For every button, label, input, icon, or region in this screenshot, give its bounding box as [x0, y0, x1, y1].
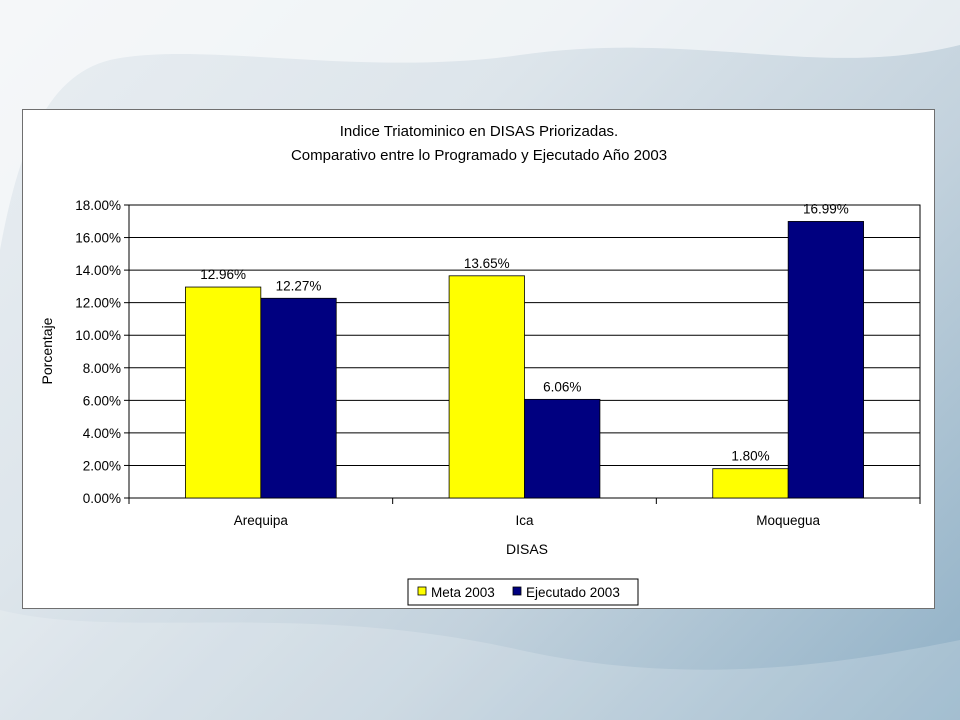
- slide-swoosh: [0, 0, 960, 250]
- chart-subtitle: Comparativo entre lo Programado y Ejecut…: [291, 147, 667, 164]
- y-tick-label: 10.00%: [75, 328, 121, 343]
- legend: Meta 2003 Ejecutado 2003: [407, 578, 639, 606]
- chart-area: Indice Triatominico en DISAS Priorizadas…: [22, 109, 935, 609]
- bar-ejecutado-arequipa: [260, 297, 337, 499]
- x-axis-title: DISAS: [506, 541, 548, 557]
- x-category-label: Moquegua: [756, 513, 820, 528]
- y-tick-label: 2.00%: [83, 458, 121, 473]
- bar-ejecutado-ica: [524, 398, 601, 499]
- data-label: 6.06%: [543, 379, 581, 394]
- y-axis-title: Porcentaje: [39, 317, 55, 384]
- x-category-label: Ica: [515, 513, 534, 528]
- data-label: 13.65%: [464, 256, 510, 271]
- y-tick-label: 18.00%: [75, 198, 121, 213]
- plot-layer: 0.00% 2.00% 4.00% 6.00% 8.00% 10.00% 12.00% 14.…: [75, 198, 921, 528]
- bar-ejecutado-moquegua: [787, 221, 864, 499]
- chart-title: Indice Triatominico en DISAS Priorizadas…: [340, 123, 618, 140]
- legend-swatch-meta: [417, 586, 427, 596]
- data-label: 12.27%: [276, 278, 322, 293]
- legend-swatch-ejecutado: [512, 586, 522, 596]
- legend-box: [407, 578, 639, 606]
- y-tick-label: 14.00%: [75, 263, 121, 278]
- y-tick-label: 8.00%: [83, 361, 121, 376]
- bar-meta-moquegua: [712, 468, 789, 499]
- bar-chart: Indice Triatominico en DISAS Priorizadas…: [39, 123, 921, 606]
- y-tick-label: 0.00%: [83, 491, 121, 506]
- y-tick-label: 12.00%: [75, 296, 121, 311]
- y-tick-label: 6.00%: [83, 393, 121, 408]
- bar-meta-arequipa: [185, 286, 262, 499]
- data-label: 1.80%: [731, 449, 769, 464]
- data-label: 12.96%: [200, 267, 246, 282]
- y-tick-label: 4.00%: [83, 426, 121, 441]
- x-category-label: Arequipa: [234, 513, 289, 528]
- y-tick-label: 16.00%: [75, 231, 121, 246]
- slide-swoosh-lower: [0, 610, 960, 720]
- bar-meta-ica: [448, 275, 525, 499]
- legend-label-ejecutado: Ejecutado 2003: [526, 585, 620, 600]
- legend-label-meta: Meta 2003: [431, 585, 495, 600]
- data-label: 16.99%: [803, 201, 849, 216]
